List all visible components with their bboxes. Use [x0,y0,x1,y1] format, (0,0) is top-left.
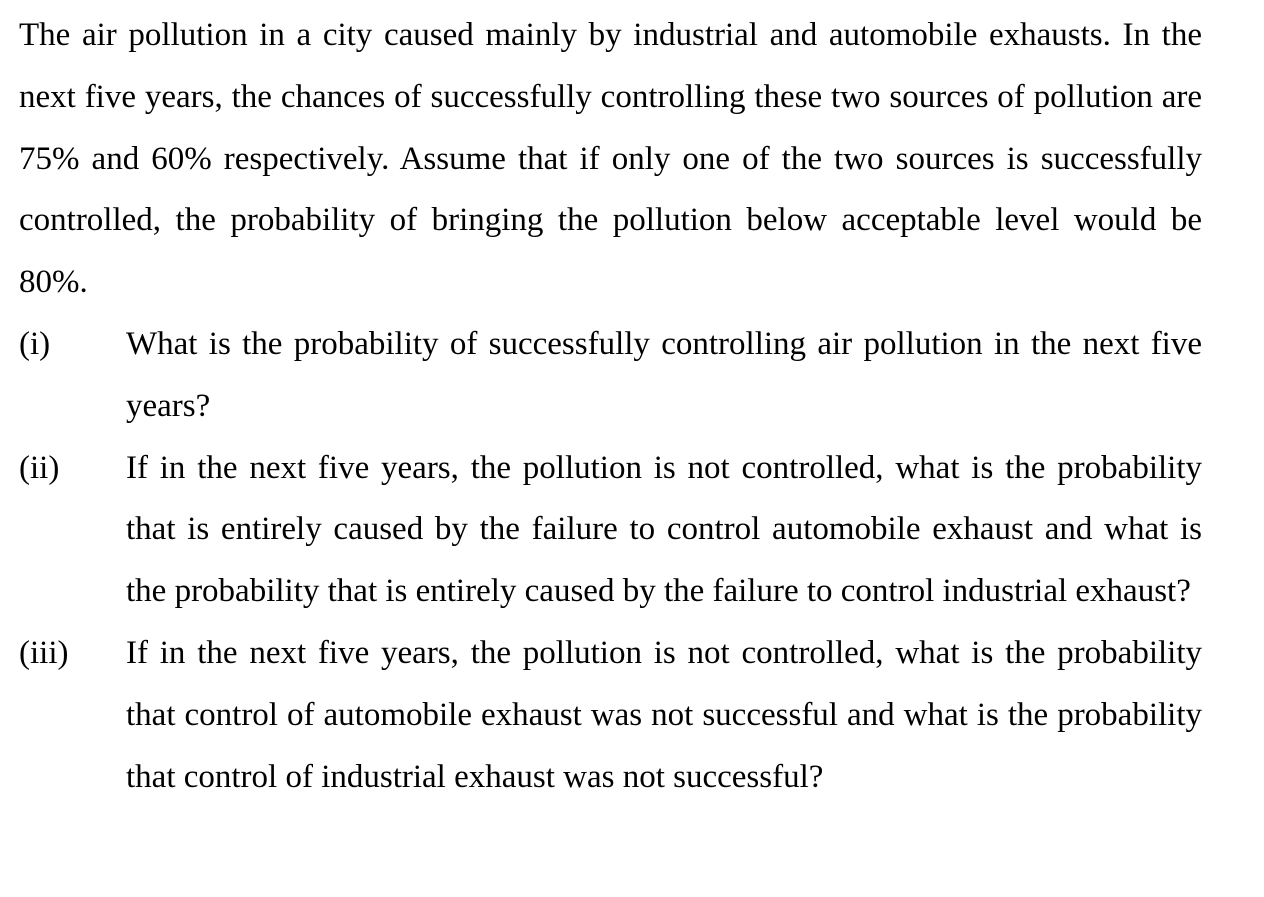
question-text: If in the next five years, the pollution… [126,449,1202,610]
question-3: (iii) If in the next five years, the pol… [19,623,1202,808]
problem-statement: The air pollution in a city caused mainl… [19,0,1202,808]
question-number: (iii) [19,634,69,671]
question-text: What is the probability of successfully … [126,325,1202,424]
question-number: (i) [19,325,51,362]
question-number: (ii) [19,449,60,486]
question-text: If in the next five years, the pollution… [126,634,1202,795]
question-2: (ii) If in the next five years, the poll… [19,438,1202,623]
question-1: (i) What is the probability of successfu… [19,314,1202,438]
intro-paragraph: The air pollution in a city caused mainl… [19,17,1202,301]
